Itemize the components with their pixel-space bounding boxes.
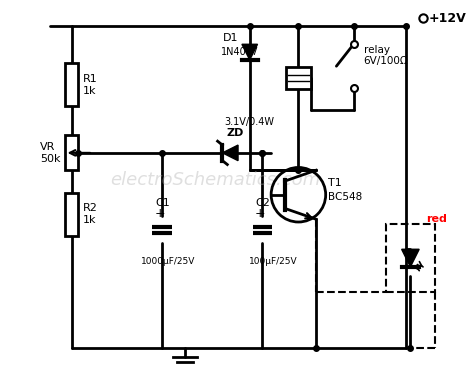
Text: R1: R1 <box>83 74 98 84</box>
Bar <box>286 67 311 88</box>
Text: +: + <box>154 207 165 220</box>
Text: ZD: ZD <box>227 128 244 138</box>
Text: C1: C1 <box>155 198 170 208</box>
Text: 1000μF/25V: 1000μF/25V <box>141 258 195 266</box>
Text: relay
6V/100Ω: relay 6V/100Ω <box>364 45 409 66</box>
Text: D1: D1 <box>222 33 238 43</box>
Text: 1N4007: 1N4007 <box>220 47 259 57</box>
Text: BC548: BC548 <box>328 192 362 202</box>
Text: 50k: 50k <box>40 154 61 164</box>
Polygon shape <box>242 44 257 60</box>
Bar <box>64 63 78 106</box>
Text: 1k: 1k <box>83 215 97 225</box>
Text: 1k: 1k <box>83 85 97 95</box>
Text: C2: C2 <box>255 198 271 208</box>
Text: T1: T1 <box>328 178 341 188</box>
Bar <box>64 135 78 171</box>
Text: 3.1V/0.4W: 3.1V/0.4W <box>224 117 274 127</box>
Bar <box>386 224 435 292</box>
Text: +12V: +12V <box>429 12 467 25</box>
Text: 100μF/25V: 100μF/25V <box>249 258 297 266</box>
Text: VR: VR <box>40 142 56 152</box>
Text: red: red <box>426 214 447 224</box>
Polygon shape <box>222 145 238 161</box>
Text: R2: R2 <box>83 204 98 213</box>
Polygon shape <box>401 249 419 267</box>
Text: electroSchematics.com: electroSchematics.com <box>110 171 321 189</box>
Text: +: + <box>255 207 265 220</box>
Bar <box>64 193 78 236</box>
